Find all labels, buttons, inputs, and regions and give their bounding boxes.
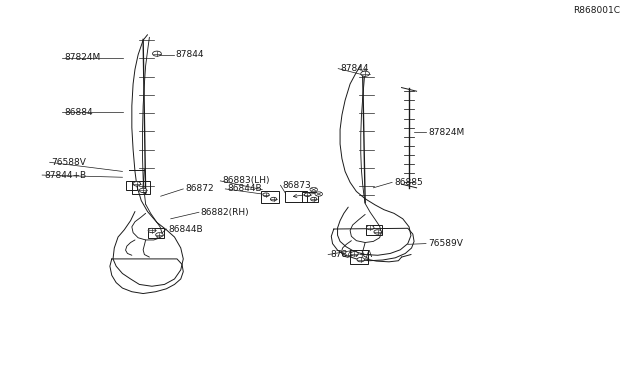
Text: 87844: 87844 <box>176 50 204 59</box>
Circle shape <box>305 193 310 196</box>
Text: 87824M: 87824M <box>64 53 100 62</box>
Text: 86844B: 86844B <box>227 185 262 193</box>
Text: 86885: 86885 <box>394 178 423 187</box>
Bar <box>261 190 278 203</box>
Bar <box>126 181 138 190</box>
Bar <box>132 180 150 195</box>
Text: 87844: 87844 <box>340 64 369 73</box>
Circle shape <box>367 225 374 230</box>
Text: R868001C: R868001C <box>573 6 620 15</box>
Text: 87844+B: 87844+B <box>44 171 86 180</box>
Bar <box>302 192 318 202</box>
Bar <box>350 250 367 264</box>
Circle shape <box>140 188 147 193</box>
Text: 76589V: 76589V <box>428 239 463 248</box>
Text: 87824M: 87824M <box>428 128 464 137</box>
Text: 86884: 86884 <box>64 108 93 117</box>
Circle shape <box>263 193 269 196</box>
Circle shape <box>271 197 276 201</box>
Circle shape <box>152 51 161 56</box>
Bar <box>285 192 307 202</box>
Circle shape <box>156 232 163 237</box>
Circle shape <box>310 197 317 201</box>
Circle shape <box>351 251 358 256</box>
Text: 86872: 86872 <box>185 185 214 193</box>
Circle shape <box>361 71 369 76</box>
Circle shape <box>374 230 381 234</box>
Text: 86883(LH): 86883(LH) <box>222 176 269 185</box>
Circle shape <box>133 182 141 186</box>
Text: 86873: 86873 <box>282 181 311 190</box>
Circle shape <box>310 187 317 192</box>
Circle shape <box>148 228 156 232</box>
Text: 87844+A: 87844+A <box>330 250 372 259</box>
Circle shape <box>315 192 323 196</box>
Text: 86844B: 86844B <box>168 225 203 234</box>
Text: 76588V: 76588V <box>52 158 86 167</box>
Circle shape <box>357 257 365 262</box>
Bar <box>366 225 382 235</box>
Text: 86882(RH): 86882(RH) <box>201 208 250 217</box>
Bar <box>148 228 163 238</box>
